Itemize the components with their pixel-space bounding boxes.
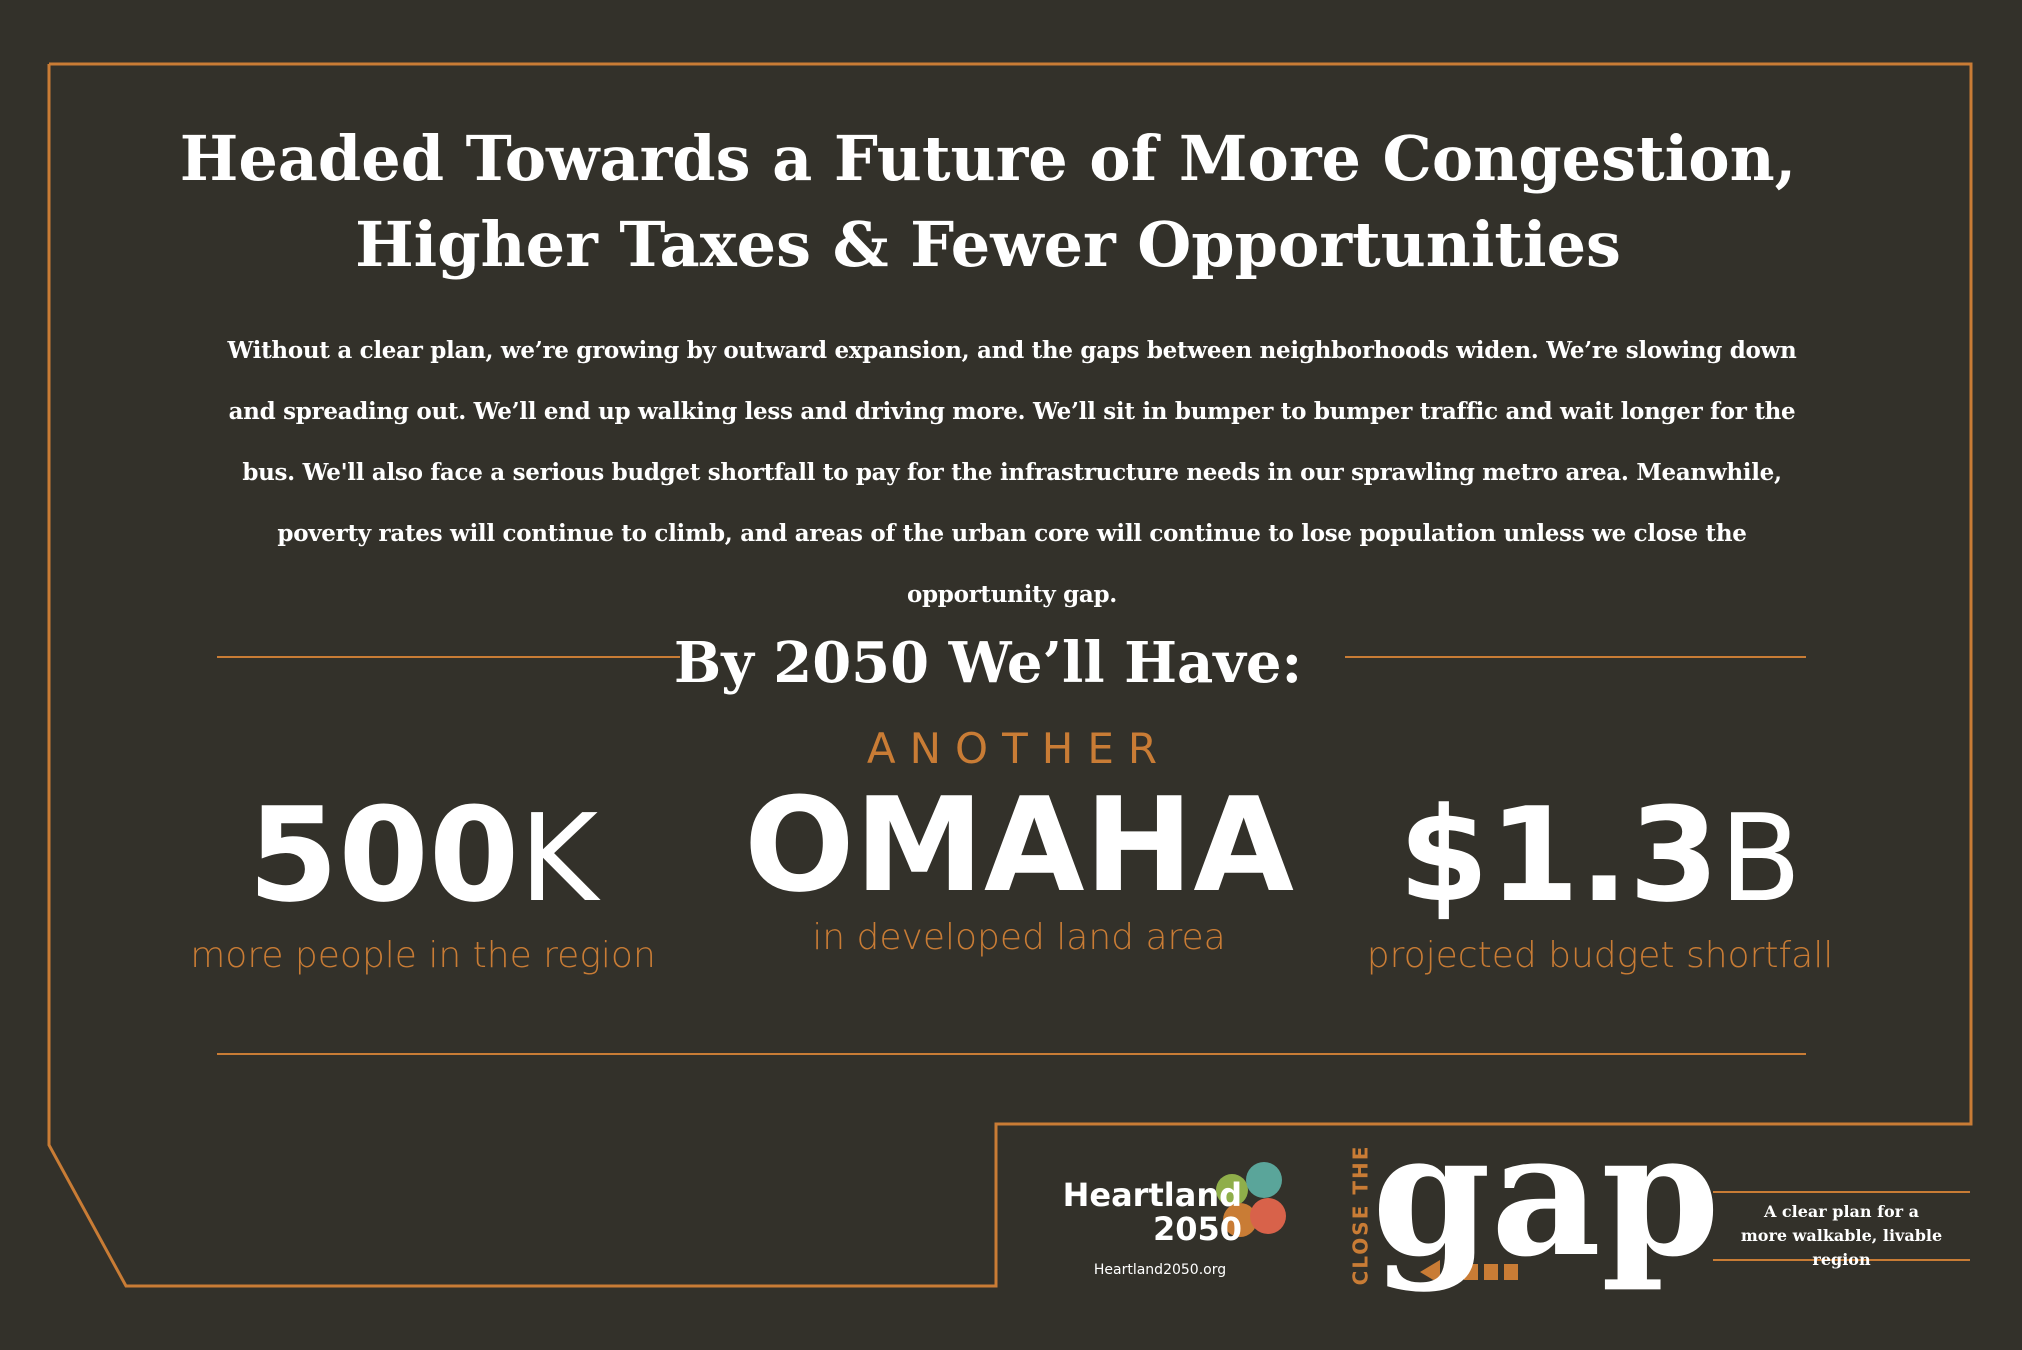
arrow-icon bbox=[1420, 1260, 1518, 1284]
stat-value: 500K bbox=[143, 780, 703, 935]
tagline-line: A clear plan for a bbox=[1763, 1202, 1920, 1221]
border bbox=[47, 62, 1973, 1288]
stat-unit: B bbox=[1719, 790, 1802, 929]
stat-number: 500 bbox=[247, 779, 520, 931]
stat-unit: K bbox=[519, 790, 599, 929]
body-text: Without a clear plan, we’re growing by o… bbox=[227, 337, 1797, 608]
logo: Heartland 2050 bbox=[1030, 1178, 1242, 1246]
stat-label: projected budget shortfall bbox=[1366, 935, 1834, 976]
stat: ANOTHER OMAHA in developed land area bbox=[739, 724, 1299, 958]
gap-wordmark: gap bbox=[1372, 1095, 1720, 1295]
stat: $1.3B projected budget shortfall bbox=[1320, 780, 1880, 976]
stat-value: $1.3B bbox=[1320, 780, 1880, 935]
section-heading: By 2050 We’ll Have: bbox=[673, 630, 1303, 696]
close-the: CLOSE THE bbox=[1349, 1145, 1373, 1286]
stat-label: more people in the region bbox=[190, 935, 656, 976]
stat-number: $1.3 bbox=[1398, 779, 1720, 931]
tagline-line: more walkable, livable region bbox=[1740, 1226, 1943, 1269]
stat-prefix: ANOTHER bbox=[866, 724, 1172, 773]
url: Heartland2050.org bbox=[1093, 1262, 1227, 1278]
stat-label: in developed land area bbox=[812, 917, 1226, 958]
logo-line: Heartland bbox=[1062, 1176, 1242, 1214]
title: Headed Towards a Future of More Congesti… bbox=[179, 122, 1797, 195]
stat: 500K more people in the region bbox=[143, 780, 703, 976]
title: Higher Taxes & Fewer Opportunities bbox=[355, 208, 1621, 281]
tagline: A clear plan for a more walkable, livabl… bbox=[1713, 1200, 1970, 1272]
logo-line: 2050 bbox=[1152, 1210, 1242, 1248]
logo-icon bbox=[1216, 1162, 1286, 1237]
stat-number: OMAHA bbox=[744, 769, 1294, 921]
